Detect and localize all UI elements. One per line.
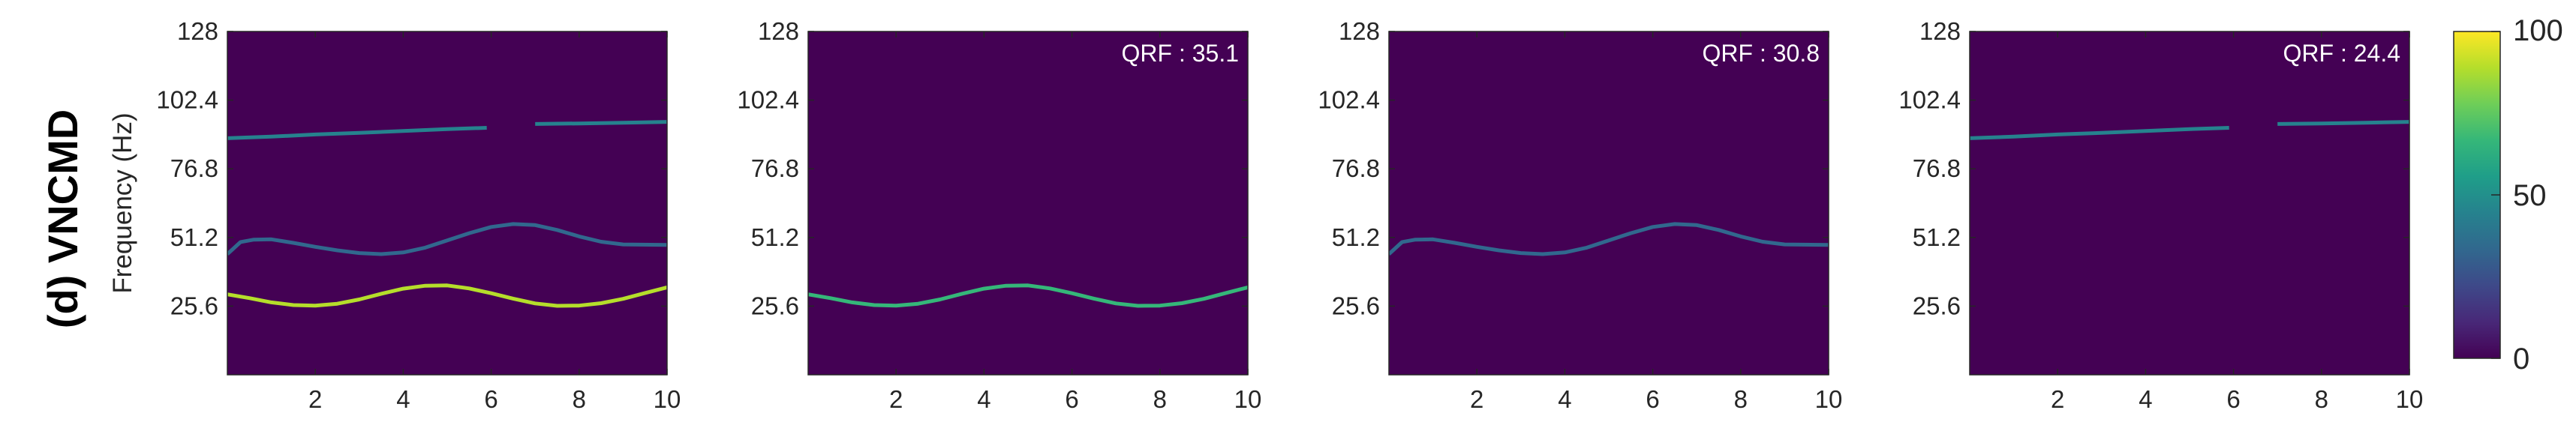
x-tick-label: 10 — [1815, 385, 1843, 413]
axes-frame — [227, 31, 668, 376]
y-tick-label: 76.8 — [751, 154, 799, 182]
qrf-annotation: QRF : 24.4 — [2283, 40, 2401, 67]
y-tick-label: 128 — [1919, 17, 1961, 45]
x-tick-label: 4 — [396, 385, 410, 413]
plot-area — [1970, 31, 2409, 375]
y-tick-label: 51.2 — [1332, 223, 1380, 251]
ridge-line — [2277, 120, 2409, 126]
qrf-annotation: QRF : 35.1 — [1122, 40, 1240, 67]
axes-frame — [807, 31, 1249, 376]
ridge-line — [227, 283, 667, 308]
plot-area — [1389, 31, 1829, 375]
x-tick-label: 8 — [2315, 385, 2328, 413]
ridge-line — [227, 126, 487, 140]
ridge-line — [1389, 222, 1829, 256]
ridge-line — [535, 120, 667, 126]
x-tick-label: 6 — [1646, 385, 1659, 413]
y-tick-label: 51.2 — [1913, 223, 1961, 251]
x-tick-label: 8 — [573, 385, 586, 413]
x-tick-label: 6 — [2226, 385, 2240, 413]
y-tick-label: 25.6 — [170, 292, 218, 319]
y-tick-label: 128 — [177, 17, 218, 45]
colorbar-tick-label: 50 — [2513, 179, 2547, 212]
colorbar-tick-label: 0 — [2513, 343, 2529, 376]
y-tick-label: 102.4 — [156, 86, 218, 114]
y-tick-label: 51.2 — [170, 223, 218, 251]
panel: 2 4 6 8 10 25.6 51.2 76.8 102.4 128 QRF : 35.1 — [737, 17, 1261, 413]
x-tick-label: 2 — [308, 385, 322, 413]
y-tick-label: 76.8 — [1332, 154, 1380, 182]
x-tick-label: 8 — [1153, 385, 1167, 413]
colorbar-tick-label: 100 — [2513, 14, 2563, 47]
ridge-line — [808, 283, 1248, 308]
qrf-annotation: QRF : 30.8 — [1703, 40, 1820, 67]
x-tick-label: 10 — [654, 385, 681, 413]
y-axis-label: Frequency (Hz) — [108, 112, 137, 293]
x-tick-label: 10 — [2396, 385, 2424, 413]
y-tick-label: 102.4 — [1898, 86, 1961, 114]
x-tick-label: 2 — [889, 385, 903, 413]
ridge-line — [227, 222, 667, 256]
panel: 2 4 6 8 10 25.6 51.2 76.8 102.4 128 QRF : 30.8 — [1318, 17, 1842, 413]
panel: 2 4 6 8 10 25.6 51.2 76.8 102.4 128 QRF : 24.4 — [1898, 17, 2423, 413]
y-tick-label: 128 — [758, 17, 799, 45]
y-tick-label: 128 — [1339, 17, 1380, 45]
plot-area — [227, 31, 667, 375]
y-tick-label: 76.8 — [170, 154, 218, 182]
axes-frame — [1969, 31, 2410, 376]
x-tick-label: 2 — [2051, 385, 2064, 413]
y-tick-label: 102.4 — [737, 86, 799, 114]
y-tick-label: 25.6 — [751, 292, 799, 319]
plot-area — [808, 31, 1248, 375]
x-tick-label: 2 — [1470, 385, 1483, 413]
x-tick-label: 4 — [2139, 385, 2152, 413]
colorbar: 100 50 0 — [2453, 14, 2563, 376]
y-tick-label: 102.4 — [1318, 86, 1380, 114]
panel: 2 4 6 8 10 25.6 51.2 76.8 102.4 128 Frequency (Hz) — [108, 17, 681, 413]
axes-frame — [1388, 31, 1829, 376]
ridge-line — [1970, 126, 2229, 140]
x-tick-label: 4 — [1558, 385, 1571, 413]
x-tick-label: 6 — [484, 385, 497, 413]
y-tick-label: 76.8 — [1913, 154, 1961, 182]
y-tick-label: 25.6 — [1913, 292, 1961, 319]
y-tick-label: 51.2 — [751, 223, 799, 251]
x-tick-label: 4 — [977, 385, 990, 413]
x-tick-label: 6 — [1065, 385, 1078, 413]
row-label: (d) VNCMD — [39, 109, 86, 328]
x-tick-label: 8 — [1734, 385, 1748, 413]
panels: 2 4 6 8 10 25.6 51.2 76.8 102.4 128 Frequency (Hz)… — [108, 17, 2423, 413]
x-tick-label: 10 — [1234, 385, 1262, 413]
y-tick-label: 25.6 — [1332, 292, 1380, 319]
